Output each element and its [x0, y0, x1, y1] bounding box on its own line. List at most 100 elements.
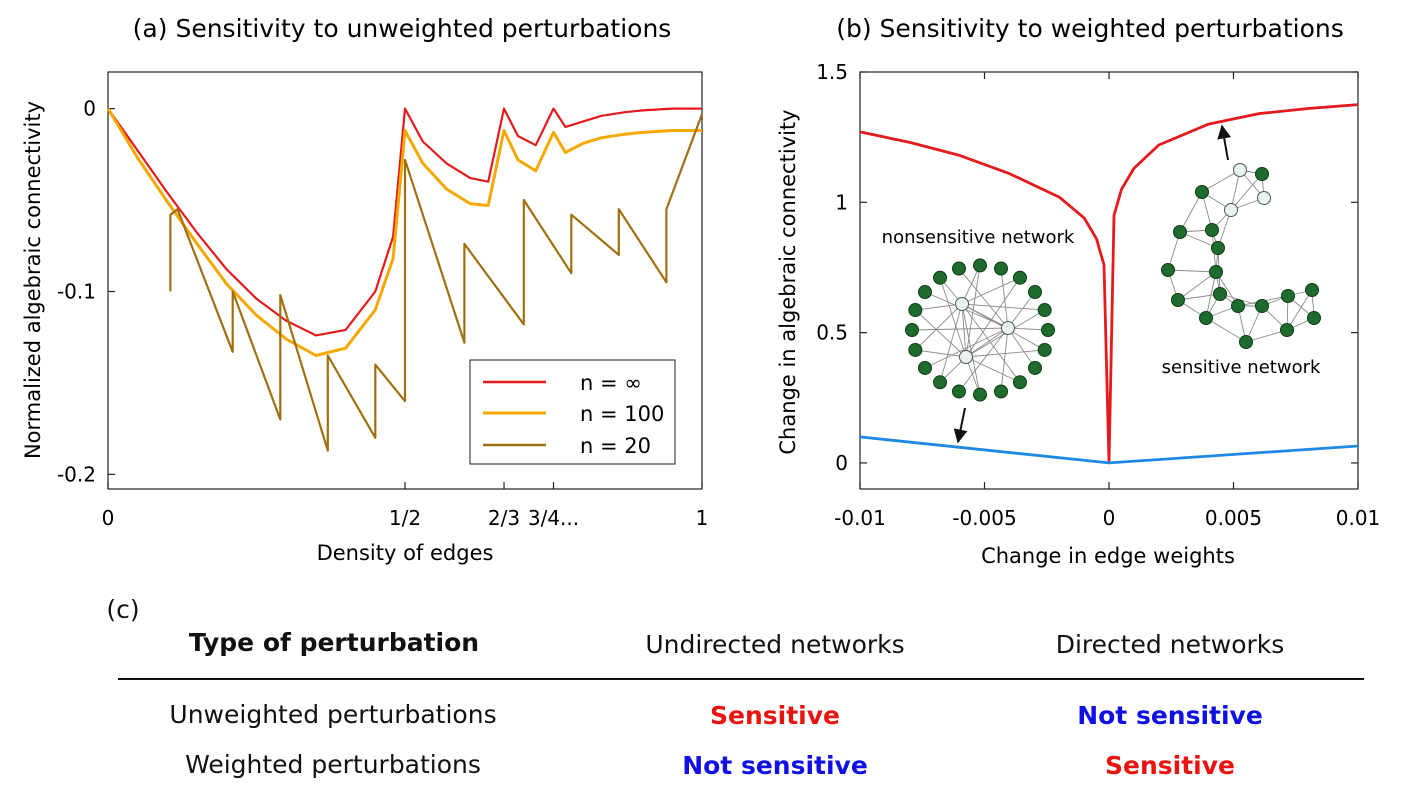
header-type: Type of perturbation [188, 628, 480, 657]
network-node [1280, 323, 1294, 337]
network-node [908, 303, 923, 318]
header-undirected: Undirected networks [645, 630, 905, 659]
panel-b-xtick-label: 0 [1103, 506, 1116, 530]
panel-a-ytick-label: -0.1 [57, 279, 96, 303]
panel-b-ytick-label: 0.5 [816, 321, 848, 345]
network-edge [965, 356, 1021, 383]
panel-a-xtick-label: 1/2 [389, 506, 421, 530]
network-node [1171, 293, 1185, 307]
network-edge [1230, 173, 1263, 211]
series-n-inf [107, 107, 702, 337]
panel-a-xtick-label: 2/3 [488, 506, 520, 530]
network-edge [958, 327, 1009, 392]
series-undirected [859, 435, 1359, 465]
network-edge [961, 277, 1021, 305]
network-edge [911, 327, 1009, 331]
series-n-20 [169, 113, 704, 452]
network-edge [961, 303, 1009, 329]
network-edge [1179, 191, 1203, 233]
panel-c-table: (c) Type of perturbation Undirected netw… [0, 590, 1403, 793]
network-hub-node [1224, 203, 1238, 217]
network-node [1205, 223, 1219, 237]
network-edge [915, 309, 967, 358]
network-node [933, 375, 948, 390]
network-node [917, 285, 932, 300]
network-node [994, 384, 1009, 399]
network-node [1211, 241, 1225, 255]
network-hub-node [1001, 321, 1015, 335]
network-edge [965, 265, 981, 358]
network-node [1213, 287, 1227, 301]
network-node [1161, 263, 1175, 277]
panel-b-ylabel: Change in algebraic connectivity [776, 109, 800, 454]
network-hub-node [1233, 163, 1247, 177]
network-edge [961, 303, 981, 395]
network-edge [965, 327, 1009, 358]
row1-directed: Not sensitive [1077, 701, 1263, 730]
network-edge [961, 303, 967, 358]
network-node [951, 261, 966, 276]
series-directed-sensitive [859, 103, 1359, 465]
network-hub-node [1257, 191, 1271, 205]
panel-a-ytick-label: 0 [83, 97, 96, 121]
network-node [1037, 303, 1052, 318]
panel-b-xtick-label: -0.01 [834, 506, 886, 530]
network-node [973, 258, 987, 273]
sensitive-network-label: sensitive network [1162, 357, 1321, 378]
panel-a-xtick-label: 1 [696, 506, 709, 530]
network-edge [961, 303, 1045, 311]
network-edge [1000, 268, 1009, 329]
panel-a-xtick-label: 3/4... [528, 506, 579, 530]
panel-b-xtick-label: -0.005 [952, 506, 1016, 530]
network-hub-node [959, 350, 973, 364]
panel-a-xlabel: Density of edges [317, 541, 494, 565]
network-node [1195, 185, 1209, 199]
network-node [1012, 375, 1027, 390]
network-node [1255, 167, 1269, 181]
network-node [1231, 299, 1245, 313]
network-edge [1286, 289, 1313, 331]
network-node [933, 270, 948, 285]
panel-b-series [859, 103, 1359, 465]
network-node [1028, 360, 1043, 375]
panel-b-xtick-label: 0.01 [1336, 506, 1381, 530]
legend-label-20: n = 20 [580, 434, 651, 458]
network-edge [1177, 293, 1221, 301]
panel-b-ticks: -0.01 -0.005 0 0.005 0.01 0 0.5 1 1.5 [816, 60, 1380, 530]
network-edge [1205, 317, 1247, 343]
row2-undirected: Not sensitive [682, 751, 868, 780]
network-edge [1201, 169, 1241, 193]
network-node [1012, 270, 1027, 285]
nonsensitive-arrow [953, 407, 968, 444]
network-node [908, 342, 923, 357]
network-node [1199, 311, 1213, 325]
network-node [1239, 335, 1253, 349]
row2-type: Weighted perturbations [185, 750, 481, 779]
network-node [951, 384, 966, 399]
row1-type: Unweighted perturbations [169, 700, 497, 729]
network-edge [1007, 327, 1036, 369]
header-directed: Directed networks [1055, 630, 1285, 659]
nonsensitive-network-graph [905, 258, 1055, 402]
network-edge [961, 265, 981, 305]
legend-label-inf: n = ∞ [580, 371, 642, 395]
sensitive-arrow [1217, 124, 1232, 161]
row2-directed: Sensitive [1105, 751, 1235, 780]
network-node [1307, 311, 1321, 325]
network-node [1173, 225, 1187, 239]
table-divider [118, 678, 1364, 680]
network-node [1028, 285, 1043, 300]
network-hub-node [955, 297, 969, 311]
panel-a-ytick-label: -0.2 [57, 462, 96, 486]
network-edge [1167, 269, 1217, 273]
network-edge [939, 277, 967, 358]
network-node [905, 323, 919, 337]
legend-label-100: n = 100 [580, 402, 664, 426]
network-node [994, 261, 1009, 276]
panel-b-xtick-label: 0.005 [1205, 506, 1262, 530]
panel-a-xtick-label: 0 [102, 506, 115, 530]
panel-b-ytick-label: 1 [835, 190, 848, 214]
panel-a-ticks: 0 1/2 2/3 3/4... 1 0 -0.1 -0.2 [57, 97, 708, 530]
panel-a-legend: n = ∞ n = 100 n = 20 [469, 359, 676, 465]
nonsensitive-network-label: nonsensitive network [882, 227, 1075, 248]
